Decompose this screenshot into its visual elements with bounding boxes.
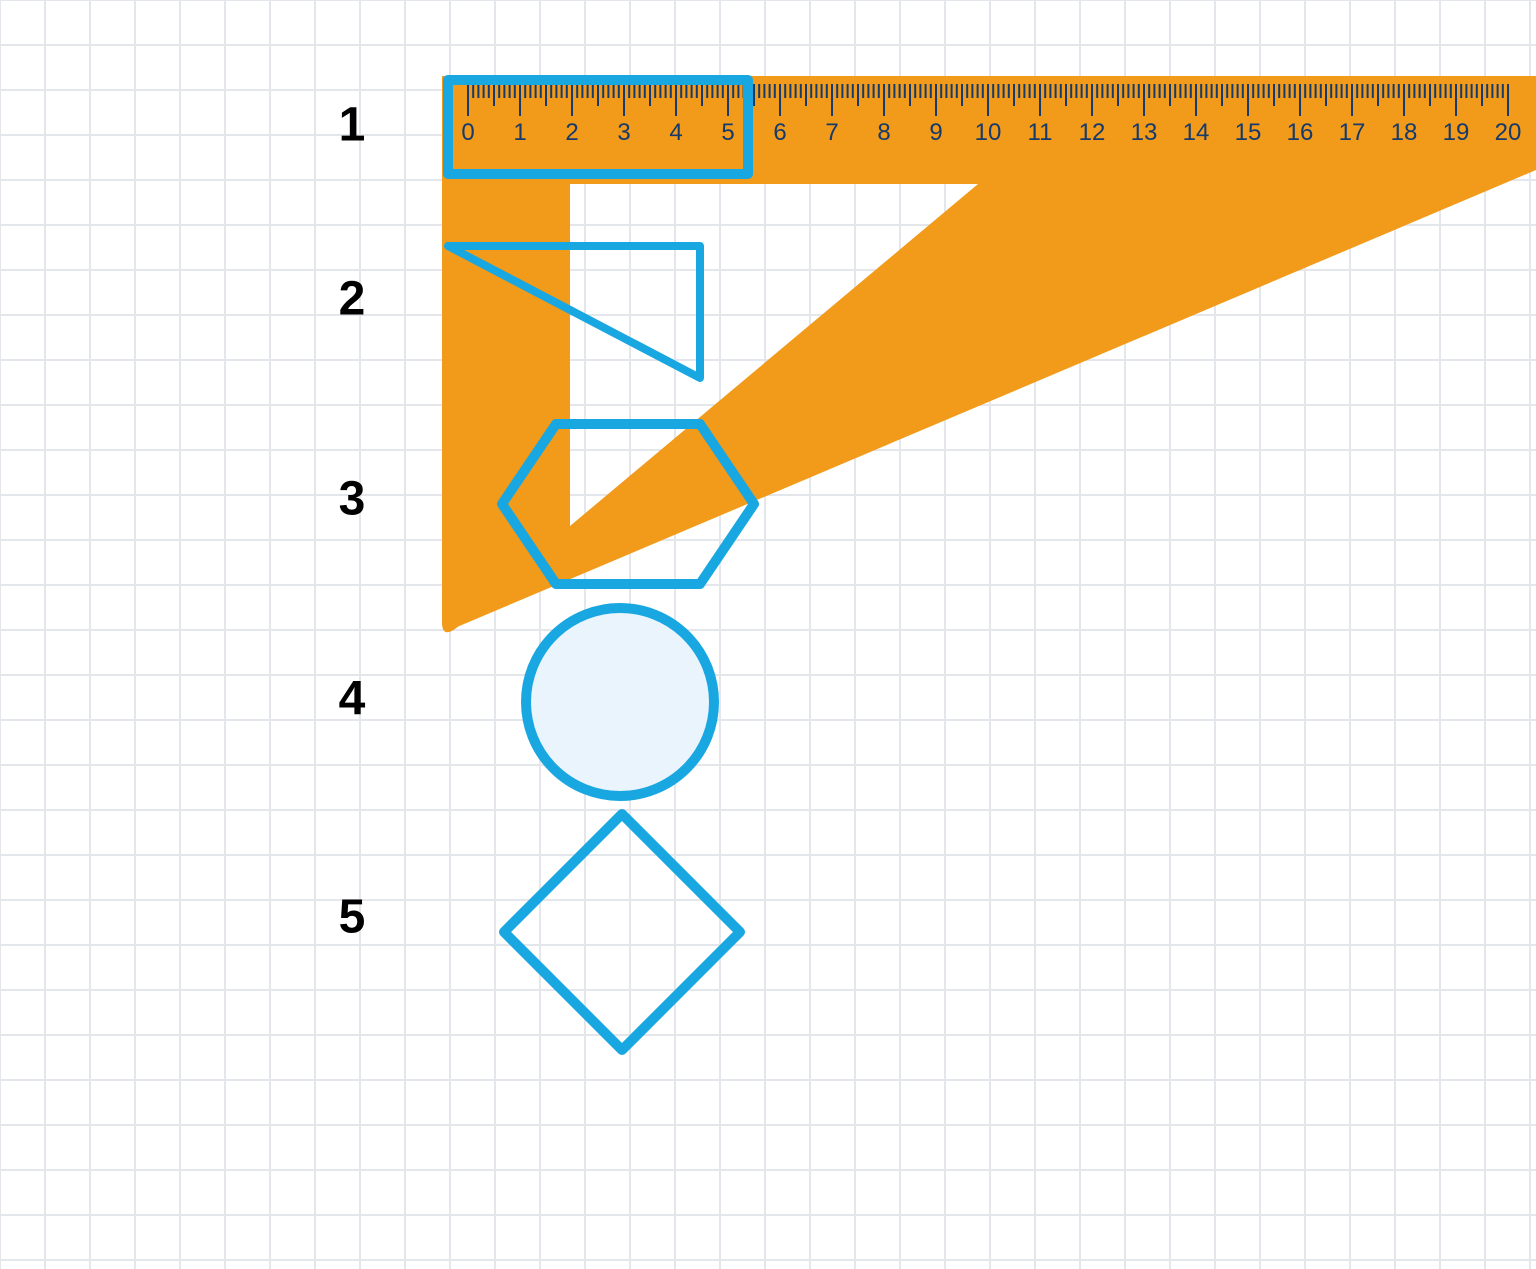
ruler-number: 7 xyxy=(825,119,838,146)
ruler-number: 9 xyxy=(929,119,942,146)
ruler-number: 0 xyxy=(461,119,474,146)
ruler-number: 16 xyxy=(1287,119,1314,146)
row-label: 4 xyxy=(339,673,366,726)
ruler-number: 15 xyxy=(1235,119,1262,146)
ruler-number: 11 xyxy=(1028,119,1053,146)
row-label: 2 xyxy=(339,273,366,326)
ruler-number: 6 xyxy=(773,119,786,146)
ruler-number: 2 xyxy=(565,119,578,146)
ruler-number: 5 xyxy=(721,119,734,146)
row-label: 5 xyxy=(339,891,366,944)
ruler-number: 1 xyxy=(513,119,526,146)
circle[interactable] xyxy=(526,608,714,796)
ruler-number: 13 xyxy=(1131,119,1158,146)
ruler-numbers: 01234567891011121314151617181920 xyxy=(461,119,1521,146)
ruler-number: 3 xyxy=(617,119,630,146)
ruler-number: 12 xyxy=(1079,119,1106,146)
ruler-number: 8 xyxy=(877,119,890,146)
ruler-ticks xyxy=(468,84,1508,116)
ruler-number: 14 xyxy=(1183,119,1210,146)
ruler-number: 4 xyxy=(669,119,682,146)
ruler-number: 17 xyxy=(1339,119,1366,146)
ruler-number: 10 xyxy=(975,119,1002,146)
row-label: 1 xyxy=(339,99,366,152)
ruler-number: 20 xyxy=(1495,119,1522,146)
ruler-number: 18 xyxy=(1391,119,1418,146)
row-label: 3 xyxy=(339,473,366,526)
ruler-number: 19 xyxy=(1443,119,1470,146)
